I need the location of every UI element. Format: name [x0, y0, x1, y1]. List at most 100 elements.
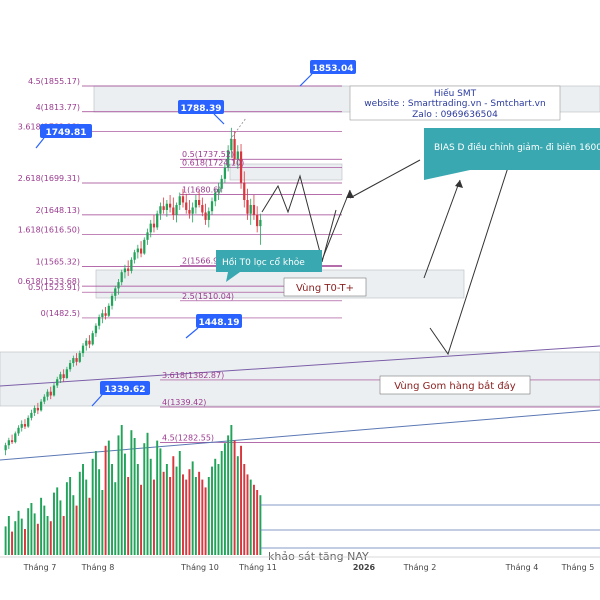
volume-bar — [30, 503, 33, 555]
x-tick-label: Tháng 4 — [505, 563, 539, 572]
projection-path-1 — [261, 174, 351, 262]
volume-bar — [33, 513, 36, 555]
watermark-line2: website : Smarttrading.vn - Smtchart.vn — [364, 99, 545, 109]
volume-bar — [249, 479, 252, 555]
zone-gom-label-box — [379, 375, 531, 395]
volume-bar — [230, 425, 233, 555]
candle-body — [168, 203, 172, 208]
x-axis-labels: Tháng 7 Tháng 8 Tháng 10 Tháng 11 2026 Tháng … — [23, 563, 595, 572]
candle-body — [246, 200, 249, 214]
volume-bar — [130, 430, 133, 555]
candle-body — [207, 211, 210, 220]
volume-bar — [78, 471, 81, 555]
candle-body — [98, 317, 101, 326]
candle-body — [17, 427, 20, 434]
fib-upper-label-1: 4(1813.77) — [36, 103, 80, 112]
fib-inner-label-1: 0.618(1724.10) — [182, 159, 244, 168]
candle-body — [149, 223, 152, 233]
fib-inner-label-0: 0.5(1737.52) — [182, 150, 234, 159]
projection-path-5 — [429, 129, 521, 356]
candle-body — [43, 396, 46, 402]
candle-body — [178, 196, 181, 205]
volume-bar — [243, 464, 246, 555]
volume-bar — [72, 495, 75, 555]
volume-bar — [23, 529, 26, 555]
candle-body — [133, 252, 136, 260]
candle-body — [85, 340, 88, 346]
candle-body — [23, 424, 27, 427]
volume-bar — [27, 508, 30, 555]
candle-body — [243, 182, 246, 201]
candle-body — [104, 313, 107, 316]
projection-path-3 — [349, 159, 421, 199]
candle-body — [181, 196, 185, 203]
volume-bar — [175, 466, 178, 555]
volume-bar — [11, 531, 14, 555]
candle-body — [162, 206, 165, 210]
volume-bar — [111, 464, 114, 555]
trend-line-2 — [0, 409, 600, 461]
candle-body — [197, 200, 201, 205]
watermark-line3: Zalo : 0969636504 — [412, 110, 498, 120]
candle-body — [230, 139, 233, 151]
fib-upper-label-6: 1(1565.32) — [36, 257, 80, 266]
volume-bar — [46, 516, 49, 555]
fib-upper-label-8: 0.5(1523.91) — [28, 283, 80, 292]
candle-body — [256, 214, 259, 227]
volume-bar — [17, 510, 20, 555]
volume-text: khảo sát tăng NAY — [268, 550, 369, 563]
callout-1853-label: 1853.04 — [313, 64, 354, 74]
volume-bar — [214, 458, 217, 555]
volume-bar — [98, 469, 101, 555]
volume-bar — [88, 497, 91, 555]
candle-body — [210, 201, 214, 212]
x-tick-label: Tháng 11 — [238, 563, 277, 572]
fib-inner-label-4: 2.5(1510.04) — [182, 292, 234, 301]
volume-bar — [20, 518, 23, 555]
pullback-note: Hồi T0 lọc cổ khỏe — [216, 250, 322, 282]
callout-1788-label: 1788.39 — [181, 104, 222, 114]
candle-body — [78, 353, 81, 362]
candle-body — [52, 385, 56, 396]
watermark-box — [349, 85, 561, 121]
candle-body — [152, 223, 156, 228]
x-tick-label: Tháng 5 — [561, 563, 595, 572]
candle-body — [165, 203, 168, 210]
x-tick-label: Tháng 10 — [180, 563, 219, 572]
volume-bar — [156, 440, 159, 555]
volume-bar — [233, 440, 236, 555]
volume-bar — [75, 505, 78, 555]
volume-bar — [36, 523, 39, 555]
volume-bar — [40, 497, 43, 555]
zone-gom-label: Vùng Gom hàng bắt đáy — [394, 379, 516, 392]
candle-body — [81, 345, 85, 354]
candle-body — [191, 207, 194, 214]
volume-bar — [114, 482, 117, 555]
candle-body — [49, 391, 52, 396]
candle-body — [4, 445, 7, 451]
candle-body — [59, 374, 62, 380]
callout-1339-label: 1339.62 — [105, 385, 146, 395]
volume-bar — [143, 443, 146, 555]
arrow-head-2 — [455, 180, 463, 188]
candle-body — [239, 151, 243, 183]
volume-bar — [185, 479, 188, 555]
volume-bar — [252, 484, 255, 555]
candle-body — [39, 401, 43, 411]
candle-body — [36, 407, 39, 411]
candle-body — [188, 209, 191, 214]
candle-body — [127, 268, 130, 271]
volume-bar — [178, 451, 181, 555]
candle-body — [101, 313, 104, 318]
volume-bar — [217, 464, 220, 555]
volume-bar — [201, 479, 204, 555]
bias-note-text: BIAS D điều chỉnh giảm- đi biên 1600 — [434, 142, 600, 153]
fib-upper-label-0: 4.5(1855.17) — [28, 77, 80, 86]
candle-body — [146, 232, 149, 240]
volume-bar — [59, 500, 62, 555]
callout-1749-label: 1749.81 — [46, 128, 87, 138]
volume-bar — [191, 461, 194, 555]
candle-body — [194, 200, 198, 208]
candle-body — [10, 440, 14, 443]
volume-bar — [82, 464, 84, 555]
